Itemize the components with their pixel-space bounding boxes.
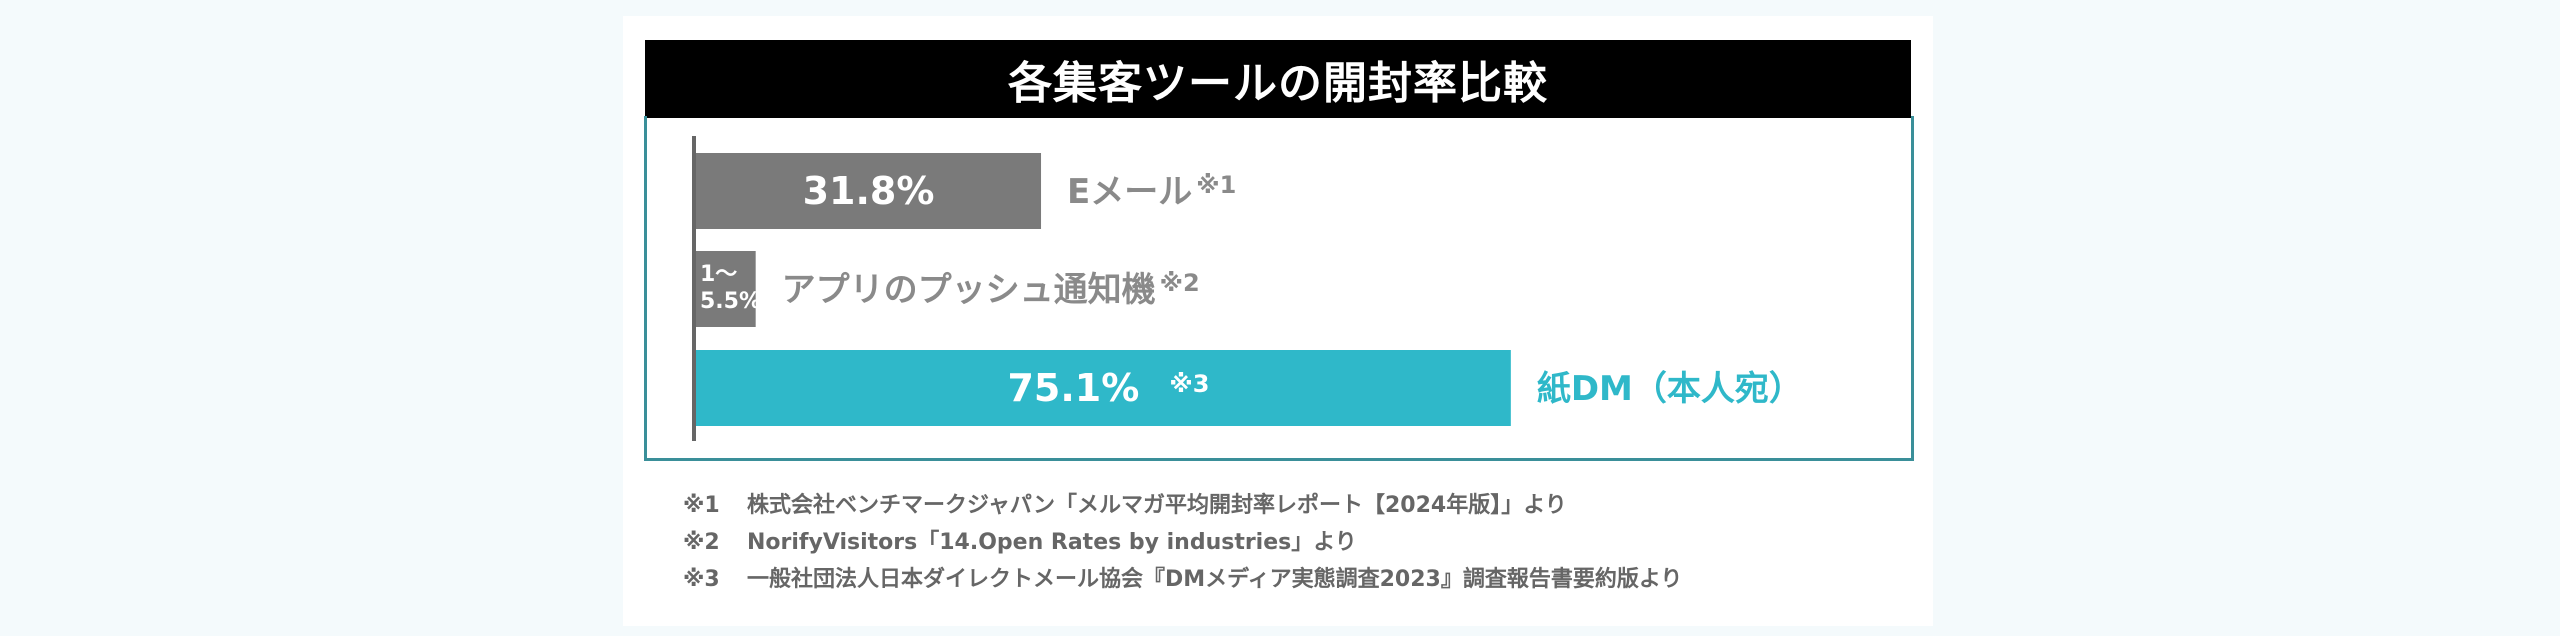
footnote-mark: ※3 — [683, 567, 720, 592]
footnote-text: 株式会社ベンチマークジャパン「メルマガ平均開封率レポート【2024年版】」より — [747, 493, 1567, 518]
bar-value-label: 1〜 — [700, 262, 737, 287]
bar-value-label: 75.1% — [1007, 366, 1139, 410]
footnote-mark: ※2 — [683, 530, 720, 555]
bar-1 — [696, 153, 1042, 229]
footnote-mark: ※1 — [683, 493, 720, 518]
category-label: Eメール — [1067, 172, 1192, 212]
footnote-3: ※3 一般社団法人日本ダイレクトメール協会『DMメディア実態調査2023』調査報告… — [683, 561, 1682, 598]
footnote-mark: ※1 — [1196, 171, 1236, 199]
category-label: 紙DM（本人宛） — [1537, 369, 1803, 409]
footnote-mark-in-bar: ※3 — [1169, 370, 1209, 398]
bar-value-label: 5.5% — [700, 289, 761, 314]
chart-title: 各集客ツールの開封率比較 — [645, 40, 1911, 118]
chart-frame — [644, 116, 1914, 461]
footnote-1: ※1 株式会社ベンチマークジャパン「メルマガ平均開封率レポート【2024年版】」よ… — [683, 487, 1682, 524]
footnote-text: NorifyVisitors「14.Open Rates by industri… — [747, 530, 1357, 555]
bar-3 — [696, 350, 1511, 426]
footnotes: ※1 株式会社ベンチマークジャパン「メルマガ平均開封率レポート【2024年版】」よ… — [683, 487, 1682, 598]
footnote-mark: ※2 — [1160, 269, 1200, 297]
category-label: アプリのプッシュ通知機 — [782, 270, 1156, 310]
bar-2 — [696, 251, 756, 327]
bar-value-label: 31.8% — [803, 169, 935, 213]
footnote-2: ※2 NorifyVisitors「14.Open Rates by indust… — [683, 524, 1682, 561]
footnote-text: 一般社団法人日本ダイレクトメール協会『DMメディア実態調査2023』調査報告書要… — [747, 567, 1683, 592]
